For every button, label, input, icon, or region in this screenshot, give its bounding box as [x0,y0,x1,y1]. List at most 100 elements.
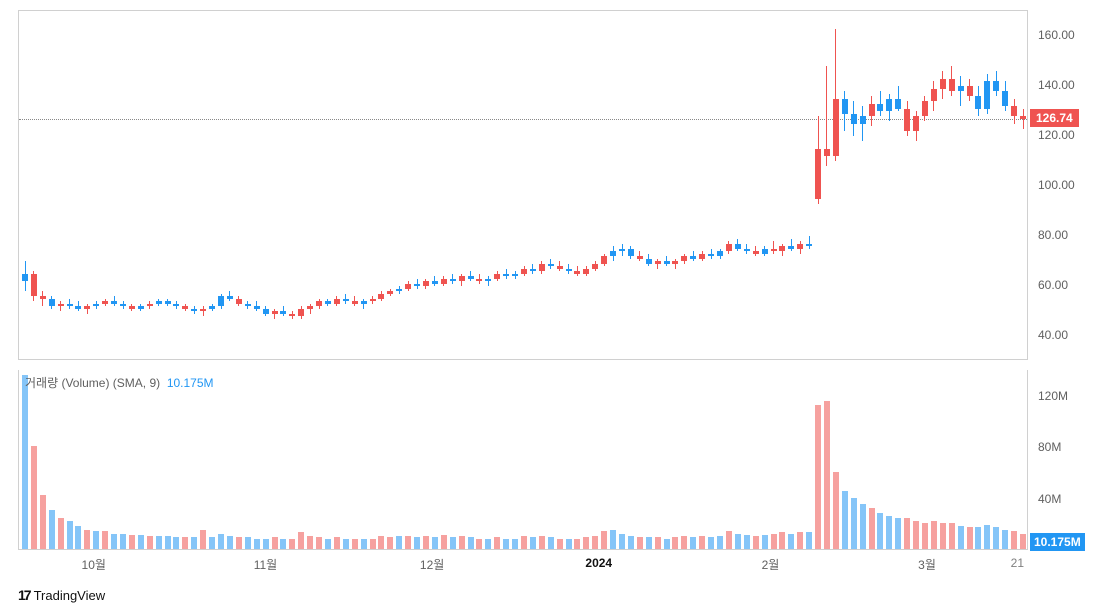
volume-bar [619,534,625,549]
volume-bar [958,526,964,549]
volume-legend: 거래량 (Volume) (SMA, 9) 10.175M [25,374,214,391]
volume-bar [672,537,678,549]
current-price-label: 126.74 [1030,109,1079,127]
volume-bar [441,535,447,549]
volume-bar [646,537,652,549]
volume-bar [967,527,973,549]
volume-bar [396,536,402,549]
volume-bar [120,534,126,549]
volume-bar [512,539,518,549]
volume-bar [84,530,90,549]
volume-bar [886,516,892,549]
x-tick: 11월 [254,556,278,573]
volume-bar [1011,531,1017,549]
y-tick: 100.00 [1038,178,1075,192]
volume-bar [254,539,260,549]
volume-bar [102,531,108,549]
volume-bar [637,537,643,549]
volume-bar [931,521,937,549]
tradingview-branding[interactable]: 17 TradingView [18,587,105,603]
volume-bar [325,539,331,549]
volume-bar [494,537,500,549]
volume-bar [245,537,251,549]
price-chart-panel[interactable] [18,10,1028,360]
volume-y-axis: 40M80M120M [1030,370,1105,550]
volume-bar [450,537,456,549]
volume-bar [583,537,589,549]
tradingview-logo-icon: 17 [18,587,30,603]
volume-bar [708,537,714,549]
volume-bar [111,534,117,549]
x-tick: 3월 [918,556,936,573]
volume-bar [67,521,73,549]
y-tick: 120.00 [1038,128,1075,142]
x-tick: 12월 [420,556,444,573]
volume-bar [984,525,990,549]
volume-bar [209,537,215,549]
volume-bar [860,504,866,549]
volume-bar [503,539,509,549]
volume-bar [788,534,794,549]
volume-bar [904,518,910,549]
volume-bar [771,534,777,549]
y-tick: 80M [1038,440,1061,454]
volume-bar [414,537,420,549]
volume-bar [93,531,99,549]
volume-bar [352,539,358,549]
volume-bar [173,537,179,549]
volume-bar [138,535,144,549]
legend-text: 거래량 (Volume) (SMA, 9) [25,376,160,390]
x-axis: 10월11월12월20242월3월21 [18,552,1028,578]
volume-bar [610,530,616,549]
volume-bar [548,537,554,549]
volume-bar [58,518,64,549]
volume-bar [574,539,580,549]
y-tick: 40.00 [1038,328,1068,342]
volume-bar [744,535,750,549]
volume-bar [370,539,376,549]
volume-bar [405,536,411,549]
volume-chart-panel[interactable]: 거래량 (Volume) (SMA, 9) 10.175M [18,370,1028,550]
volume-bar [521,536,527,549]
volume-bar [129,535,135,549]
volume-bar [557,539,563,549]
volume-bar [289,539,295,549]
volume-bar [361,539,367,549]
x-tick: 2월 [762,556,780,573]
volume-bar [824,401,830,549]
price-y-axis: 40.0060.0080.00100.00120.00140.00160.00 [1030,10,1105,360]
volume-bar [22,375,28,549]
volume-bar [753,536,759,549]
volume-bar [566,539,572,549]
volume-sma-label: 10.175M [1030,533,1085,551]
volume-bar [717,536,723,549]
volume-bar [851,498,857,549]
y-tick: 80.00 [1038,228,1068,242]
volume-bar [664,539,670,549]
volume-bar [949,523,955,549]
y-tick: 120M [1038,389,1068,403]
volume-bar [726,531,732,549]
y-tick: 160.00 [1038,28,1075,42]
volume-bar [681,536,687,549]
x-axis-last-label: 21 [1011,556,1024,570]
volume-bar [592,536,598,549]
volume-bar [272,537,278,549]
volume-bar [191,537,197,549]
volume-bar [227,536,233,549]
volume-bar [476,539,482,549]
volume-bar [387,537,393,549]
volume-bar [993,527,999,549]
y-tick: 60.00 [1038,278,1068,292]
volume-bar [940,523,946,549]
volume-bar [280,539,286,549]
volume-bar [459,536,465,549]
volume-bar [735,534,741,549]
volume-bar [842,491,848,549]
volume-bar [1002,530,1008,549]
volume-bar [49,510,55,549]
volume-bar [200,530,206,549]
volume-bar [468,537,474,549]
volume-bar [343,539,349,549]
volume-bar [539,536,545,549]
